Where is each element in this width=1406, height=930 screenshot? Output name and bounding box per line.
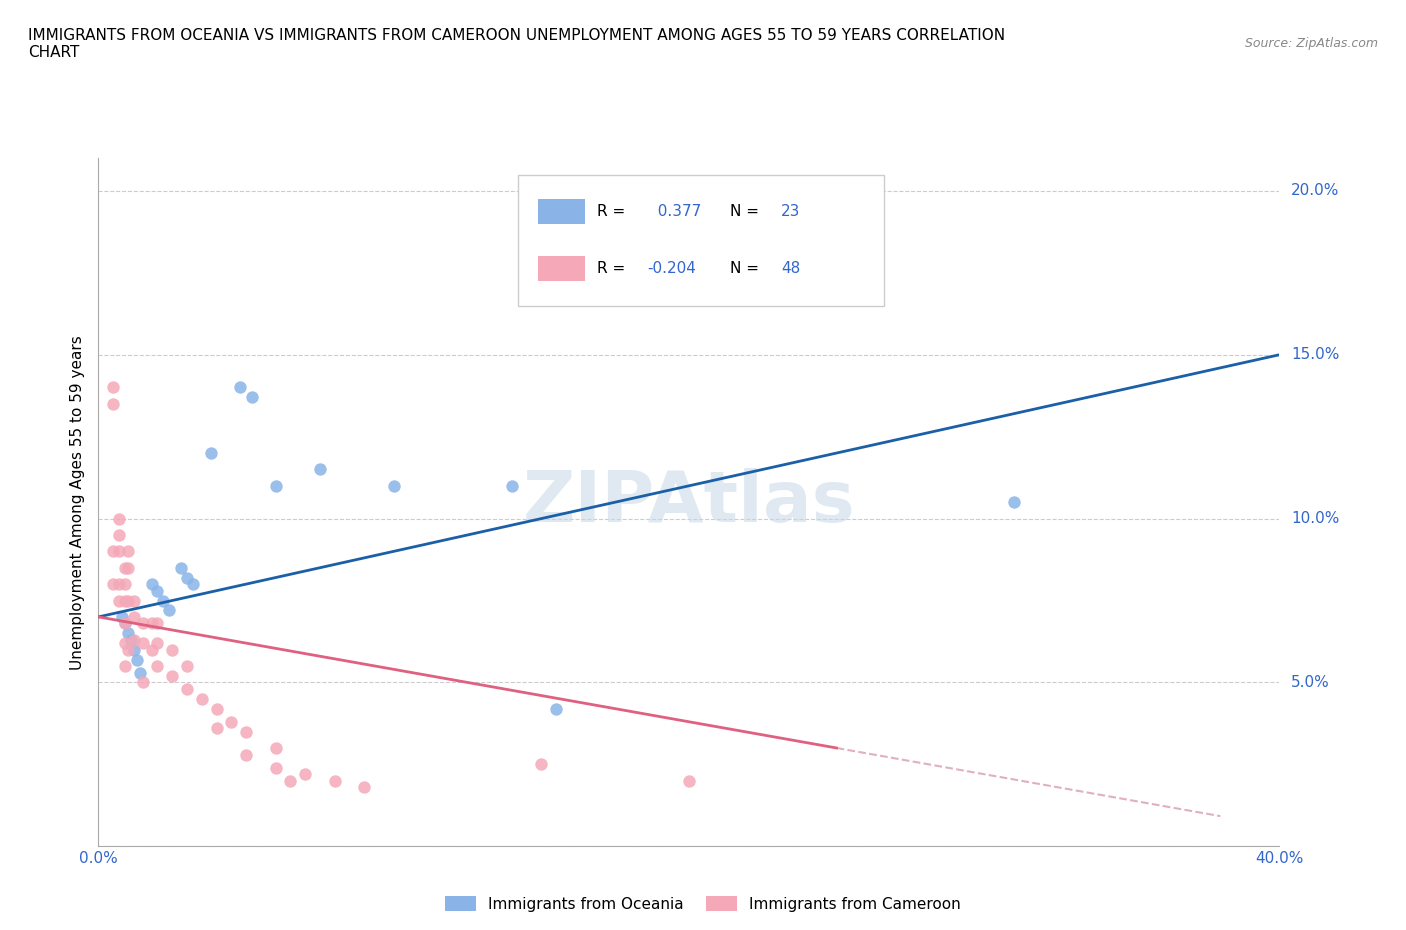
Point: [205, 721, 228, 736]
Point: [181, 577, 204, 591]
Text: 48: 48: [782, 260, 800, 275]
Point: [103, 380, 125, 395]
Point: [146, 636, 169, 651]
Text: 10.0%: 10.0%: [1291, 512, 1340, 526]
Point: [544, 701, 567, 716]
Text: 0.377: 0.377: [648, 205, 700, 219]
Text: 20.0%: 20.0%: [1291, 183, 1340, 198]
Point: [278, 774, 302, 789]
Point: [294, 766, 316, 781]
Point: [162, 669, 183, 684]
Point: [117, 626, 139, 641]
Point: [108, 544, 131, 559]
Point: [382, 478, 405, 493]
Point: [108, 593, 131, 608]
Point: [114, 560, 136, 575]
Point: [111, 609, 134, 624]
Point: [141, 643, 163, 658]
Point: [132, 636, 155, 651]
Point: [264, 740, 287, 755]
Point: [132, 616, 155, 631]
Point: [141, 616, 163, 631]
Point: [122, 609, 145, 624]
Y-axis label: Unemployment Among Ages 55 to 59 years: Unemployment Among Ages 55 to 59 years: [69, 335, 84, 670]
Point: [117, 593, 139, 608]
Text: 15.0%: 15.0%: [1291, 347, 1340, 362]
Point: [200, 445, 222, 460]
Point: [146, 616, 169, 631]
Point: [229, 380, 252, 395]
FancyBboxPatch shape: [517, 175, 884, 306]
Text: R =: R =: [596, 205, 630, 219]
Text: 23: 23: [782, 205, 800, 219]
Point: [678, 774, 700, 789]
Text: -0.204: -0.204: [648, 260, 696, 275]
Point: [117, 643, 139, 658]
Point: [120, 632, 142, 647]
Point: [176, 682, 198, 697]
Point: [108, 577, 131, 591]
Point: [162, 643, 183, 658]
Point: [152, 593, 174, 608]
Text: Source: ZipAtlas.com: Source: ZipAtlas.com: [1244, 37, 1378, 50]
Text: N =: N =: [730, 260, 763, 275]
Point: [103, 544, 125, 559]
Point: [146, 583, 169, 598]
Point: [114, 616, 136, 631]
Point: [219, 714, 242, 729]
Point: [176, 658, 198, 673]
Point: [1002, 495, 1025, 510]
Point: [205, 701, 228, 716]
Text: N =: N =: [730, 205, 763, 219]
Point: [125, 652, 148, 667]
Point: [122, 593, 145, 608]
Text: IMMIGRANTS FROM OCEANIA VS IMMIGRANTS FROM CAMEROON UNEMPLOYMENT AMONG AGES 55 T: IMMIGRANTS FROM OCEANIA VS IMMIGRANTS FR…: [28, 28, 1005, 60]
Point: [146, 658, 169, 673]
Point: [114, 658, 136, 673]
Point: [264, 478, 287, 493]
Bar: [537, 199, 585, 224]
Point: [114, 577, 136, 591]
Point: [141, 577, 163, 591]
Point: [235, 724, 257, 739]
Point: [530, 757, 553, 772]
Point: [122, 632, 145, 647]
Text: R =: R =: [596, 260, 630, 275]
Text: ZIPAtlas: ZIPAtlas: [523, 468, 855, 537]
Point: [114, 593, 136, 608]
Bar: [537, 256, 585, 281]
Point: [170, 560, 193, 575]
Point: [501, 478, 523, 493]
Text: 5.0%: 5.0%: [1291, 675, 1330, 690]
Point: [264, 760, 287, 775]
Point: [108, 512, 131, 526]
Point: [114, 616, 136, 631]
Point: [132, 675, 155, 690]
Point: [309, 462, 332, 477]
Point: [122, 643, 145, 658]
Point: [128, 665, 150, 680]
Point: [240, 390, 263, 405]
Point: [117, 544, 139, 559]
Point: [235, 747, 257, 762]
Point: [108, 527, 131, 542]
Legend: Immigrants from Oceania, Immigrants from Cameroon: Immigrants from Oceania, Immigrants from…: [439, 889, 967, 918]
Point: [157, 603, 180, 618]
Point: [191, 691, 214, 706]
Point: [323, 774, 346, 789]
Point: [114, 636, 136, 651]
Point: [176, 570, 198, 585]
Point: [103, 396, 125, 411]
Point: [353, 780, 375, 795]
Point: [117, 560, 139, 575]
Point: [103, 577, 125, 591]
